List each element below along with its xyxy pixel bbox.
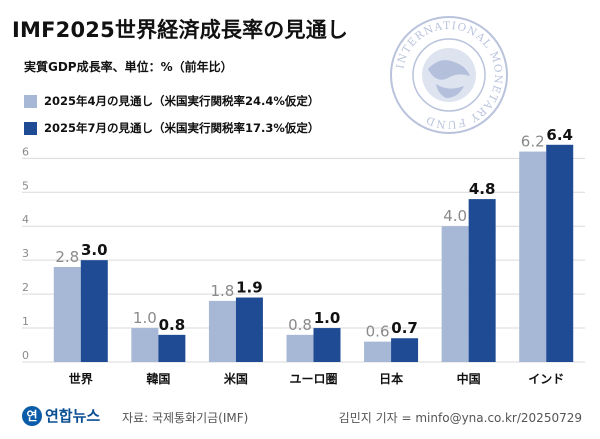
bar-april: [131, 328, 159, 362]
category-label: ユーロ圏: [289, 372, 337, 386]
yonhap-logo: 연 연합뉴스: [22, 405, 100, 426]
y-tick-label: 4: [22, 213, 29, 226]
yonhap-logo-mark: 연: [22, 405, 42, 426]
category-label: 米国: [224, 371, 248, 386]
legend-label-april: 2025年4月の見通し（米国実行関税率24.4%仮定）: [44, 94, 320, 108]
bar-july: [235, 297, 263, 362]
category-label: 日本: [379, 371, 403, 386]
chart-subtitle: 実質GDP成長率、単位：%（前年比）: [24, 60, 233, 74]
bar-july: [158, 334, 186, 362]
y-tick-label: 6: [22, 145, 29, 158]
legend-swatch-april: [24, 94, 37, 108]
yonhap-logo-text: 연합뉴스: [45, 407, 101, 425]
legend-label-july: 2025年7月の見通し（米国実行関税率17.3%仮定）: [44, 121, 320, 135]
data-label-april: 0.8: [288, 316, 312, 334]
data-label-july: 3.0: [81, 241, 108, 259]
bar-april: [208, 300, 236, 362]
y-tick-label: 5: [22, 179, 29, 192]
data-label-april: 4.0: [443, 207, 467, 225]
bar-april: [441, 226, 469, 362]
bar-april: [53, 266, 81, 362]
y-tick-label: 0: [22, 349, 29, 362]
category-label: 中国: [457, 371, 481, 386]
data-label-july: 0.7: [391, 319, 418, 337]
data-label-july: 0.8: [159, 316, 186, 334]
bar-april: [286, 334, 314, 362]
data-label-july: 4.8: [469, 180, 496, 198]
y-tick-label: 1: [22, 315, 29, 328]
data-label-july: 1.9: [236, 279, 263, 297]
data-label-july: 6.4: [546, 126, 573, 144]
data-label-april: 1.8: [210, 282, 234, 300]
bar-april: [364, 341, 392, 362]
imf-seal-watermark: INTERNATIONAL MONETARY FUND: [390, 16, 508, 134]
legend-swatch-july: [24, 121, 37, 135]
bar-july: [546, 144, 574, 362]
data-label-april: 1.0: [133, 309, 157, 327]
legend-item-april: 2025年4月の見通し（米国実行関税率24.4%仮定）: [24, 93, 394, 109]
bar-july: [313, 328, 341, 362]
footer: [0, 395, 600, 439]
bar-july: [80, 260, 108, 362]
bar-july: [391, 338, 419, 362]
data-label-april: 6.2: [521, 133, 545, 151]
y-tick-label: 2: [22, 281, 29, 294]
category-label: 韓国: [146, 371, 170, 386]
source-note: 자료: 국제통화기금(IMF): [122, 411, 249, 425]
data-label-april: 2.8: [55, 248, 79, 266]
data-label-april: 0.6: [366, 323, 390, 341]
bar-july: [468, 199, 496, 362]
credit-note: 김민지 기자 = minfo@yna.co.kr/20250729: [338, 411, 582, 425]
legend-item-july: 2025年7月の見通し（米国実行関税率17.3%仮定）: [24, 120, 394, 136]
chart-title: IMF2025世界経済成長率の見通し: [12, 18, 349, 42]
y-tick-label: 3: [22, 247, 29, 260]
category-label: 世界: [69, 371, 93, 386]
data-label-july: 1.0: [314, 309, 341, 327]
category-label: インド: [528, 372, 564, 386]
bar-april: [519, 151, 547, 362]
